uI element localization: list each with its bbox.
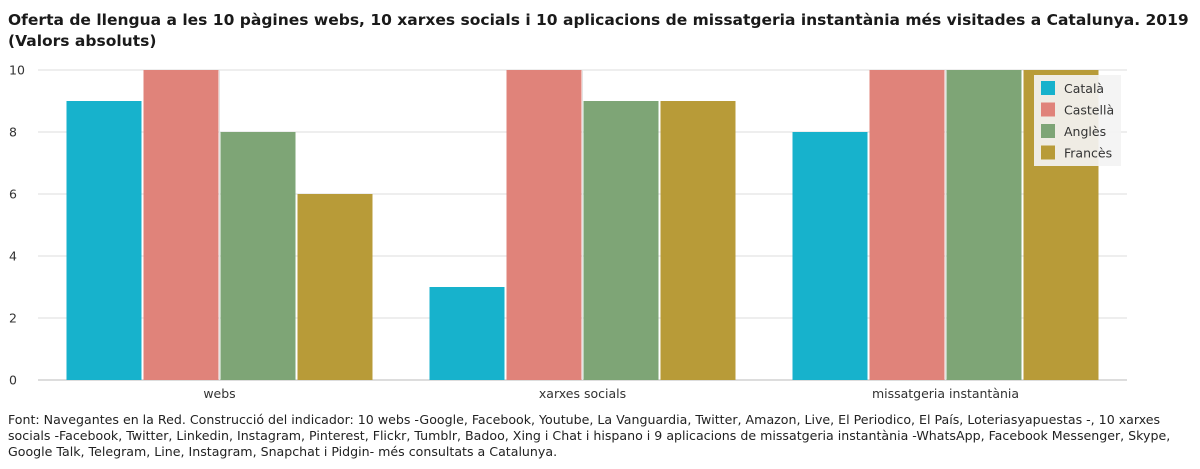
legend-swatch-3 bbox=[1041, 145, 1055, 160]
bar-1-1[interactable] bbox=[506, 70, 582, 380]
x-axis: webs xarxes socials missatgeria instantàni… bbox=[203, 386, 1019, 401]
legend-swatch-2 bbox=[1041, 124, 1055, 138]
y-tick-label-2: 4 bbox=[9, 249, 17, 264]
gridlines bbox=[38, 69, 1127, 381]
legend-label-0: Català bbox=[1064, 81, 1104, 96]
bar-2-2[interactable] bbox=[946, 70, 1022, 380]
x-tick-label-0: webs bbox=[203, 386, 235, 401]
y-axis: 0 2 4 6 8 10 bbox=[9, 63, 25, 388]
source-note: Font: Navegantes en la Red. Construcció … bbox=[8, 412, 1171, 459]
y-tick-label-0: 0 bbox=[9, 373, 17, 388]
chart-title: Oferta de llengua a les 10 pàgines webs,… bbox=[8, 11, 1189, 50]
bar-0-3[interactable] bbox=[297, 194, 373, 380]
bar-1-0[interactable] bbox=[429, 287, 505, 380]
legend-label-1: Castellà bbox=[1064, 103, 1114, 118]
legend: Català Castellà Anglès Francès bbox=[1034, 75, 1121, 166]
legend-label-2: Anglès bbox=[1064, 124, 1106, 139]
x-tick-label-1: xarxes socials bbox=[539, 386, 626, 401]
bar-0-2[interactable] bbox=[220, 132, 296, 380]
legend-swatch-1 bbox=[1041, 102, 1055, 117]
bar-2-0[interactable] bbox=[792, 132, 868, 380]
y-tick-label-5: 10 bbox=[9, 63, 25, 78]
y-tick-label-1: 2 bbox=[9, 311, 17, 326]
bar-1-3[interactable] bbox=[660, 101, 736, 380]
legend-label-3: Francès bbox=[1064, 146, 1112, 161]
legend-swatch-0 bbox=[1041, 81, 1055, 95]
bar-0-0[interactable] bbox=[66, 101, 142, 380]
bar-1-2[interactable] bbox=[583, 101, 659, 380]
x-tick-label-2: missatgeria instantània bbox=[872, 386, 1019, 401]
y-tick-label-4: 8 bbox=[9, 125, 17, 140]
bar-2-1[interactable] bbox=[869, 70, 945, 380]
y-tick-label-3: 6 bbox=[9, 187, 17, 202]
bar-0-1[interactable] bbox=[143, 70, 219, 380]
